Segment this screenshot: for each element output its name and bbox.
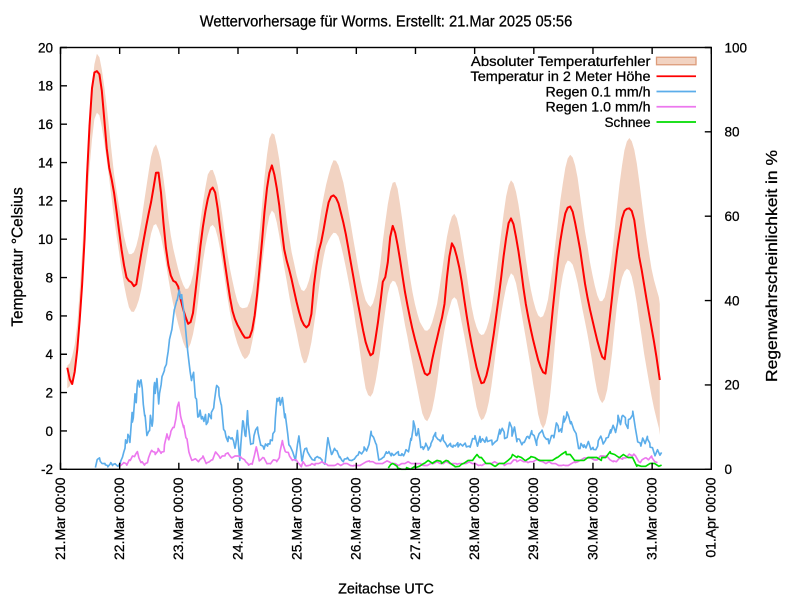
svg-text:6: 6 (45, 309, 53, 324)
svg-text:23.Mar 00:00: 23.Mar 00:00 (170, 477, 186, 560)
svg-text:01.Apr 00:00: 01.Apr 00:00 (703, 477, 719, 557)
svg-text:Regen 0.1 mm/h: Regen 0.1 mm/h (546, 84, 651, 99)
svg-text:Regen 1.0 mm/h: Regen 1.0 mm/h (546, 100, 651, 115)
svg-text:14: 14 (38, 155, 54, 170)
svg-text:-2: -2 (41, 462, 53, 477)
svg-text:Absoluter Temperaturfehler: Absoluter Temperaturfehler (471, 54, 651, 69)
svg-text:30.Mar 00:00: 30.Mar 00:00 (584, 477, 600, 560)
svg-text:26.Mar 00:00: 26.Mar 00:00 (348, 477, 364, 560)
svg-text:Wettervorhersage für Worms. Er: Wettervorhersage für Worms. Erstellt: 21… (200, 14, 573, 31)
svg-text:24.Mar 00:00: 24.Mar 00:00 (229, 477, 245, 560)
svg-text:4: 4 (45, 347, 53, 362)
svg-text:8: 8 (45, 270, 53, 285)
svg-text:31.Mar 00:00: 31.Mar 00:00 (643, 477, 659, 560)
svg-text:Schnee: Schnee (605, 115, 651, 130)
svg-text:28.Mar 00:00: 28.Mar 00:00 (466, 477, 482, 560)
svg-text:Temperatur °Celsius: Temperatur °Celsius (10, 187, 27, 327)
svg-text:27.Mar 00:00: 27.Mar 00:00 (407, 477, 423, 560)
svg-text:Temperatur in 2 Meter Höhe: Temperatur in 2 Meter Höhe (471, 69, 651, 84)
svg-text:21.Mar 00:00: 21.Mar 00:00 (52, 477, 68, 560)
svg-text:29.Mar 00:00: 29.Mar 00:00 (525, 477, 541, 560)
svg-text:0: 0 (45, 424, 53, 439)
svg-text:20: 20 (38, 40, 53, 55)
svg-text:Regenwahrscheinlichkeit in %: Regenwahrscheinlichkeit in % (764, 150, 781, 382)
svg-text:60: 60 (725, 209, 740, 224)
svg-text:22.Mar 00:00: 22.Mar 00:00 (111, 477, 127, 560)
svg-text:18: 18 (38, 79, 53, 94)
svg-text:0: 0 (725, 462, 733, 477)
svg-text:10: 10 (38, 232, 53, 247)
svg-text:80: 80 (725, 125, 740, 140)
svg-text:20: 20 (725, 378, 740, 393)
svg-text:12: 12 (38, 194, 53, 209)
svg-text:25.Mar 00:00: 25.Mar 00:00 (289, 477, 305, 560)
svg-text:40: 40 (725, 293, 740, 308)
svg-text:Zeitachse UTC: Zeitachse UTC (338, 582, 434, 598)
svg-text:16: 16 (38, 117, 53, 132)
svg-text:2: 2 (45, 385, 53, 400)
svg-text:100: 100 (725, 40, 748, 55)
